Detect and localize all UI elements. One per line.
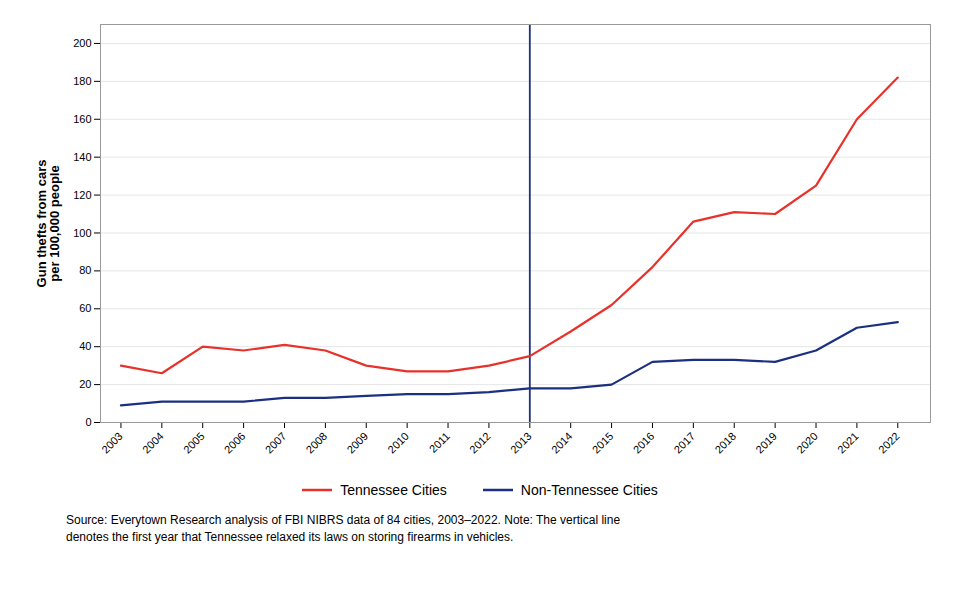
- svg-text:2020: 2020: [794, 430, 820, 456]
- svg-text:2014: 2014: [549, 430, 575, 456]
- svg-text:100: 100: [73, 226, 91, 238]
- html-text:Tennessee Cities: Tennessee Cities: [340, 482, 447, 498]
- svg-text:2011: 2011: [427, 430, 452, 455]
- svg-text:2003: 2003: [99, 430, 125, 456]
- svg-text:2005: 2005: [181, 430, 207, 456]
- svg-text:140: 140: [73, 151, 91, 163]
- svg-text:2012: 2012: [467, 430, 493, 456]
- svg-text:2013: 2013: [508, 430, 534, 456]
- svg-text:2015: 2015: [590, 430, 616, 456]
- svg-text:180: 180: [73, 75, 91, 87]
- svg-text:2010: 2010: [385, 430, 411, 456]
- svg-text:2009: 2009: [344, 430, 370, 456]
- svg-text:2019: 2019: [753, 430, 779, 456]
- html-text:Non-Tennessee Cities: Non-Tennessee Cities: [520, 482, 658, 498]
- svg-text:40: 40: [79, 340, 91, 352]
- html-text:denotes the first year that Te: denotes the first year that Tennessee re…: [66, 530, 514, 545]
- html-text:Source: Everytown Research ana: Source: Everytown Research analysis of F…: [66, 513, 621, 527]
- svg-text:80: 80: [79, 264, 91, 276]
- svg-text:2022: 2022: [876, 430, 902, 456]
- svg-text:2018: 2018: [712, 430, 738, 456]
- svg-text:2021: 2021: [835, 430, 861, 456]
- svg-text:2006: 2006: [222, 430, 248, 456]
- svg-text:20: 20: [79, 378, 91, 390]
- svg-text:2017: 2017: [671, 430, 697, 456]
- svg-text:Gun thefts from carsper 100,00: Gun thefts from carsper 100,000 people: [34, 160, 62, 288]
- svg-text:160: 160: [73, 113, 91, 125]
- svg-text:2008: 2008: [303, 430, 329, 456]
- svg-text:0: 0: [85, 416, 91, 428]
- svg-text:60: 60: [79, 302, 91, 314]
- svg-text:200: 200: [73, 37, 91, 49]
- svg-text:2007: 2007: [263, 430, 289, 456]
- svg-text:2004: 2004: [140, 430, 166, 456]
- svg-text:2016: 2016: [631, 430, 657, 456]
- svg-text:120: 120: [73, 189, 91, 201]
